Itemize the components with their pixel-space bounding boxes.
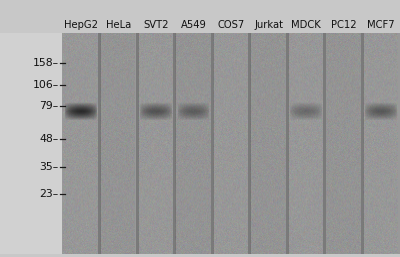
Text: Jurkat: Jurkat bbox=[254, 20, 283, 30]
Text: HeLa: HeLa bbox=[106, 20, 131, 30]
Text: 106–: 106– bbox=[32, 80, 59, 90]
Text: MDCK: MDCK bbox=[291, 20, 321, 30]
Text: SVT2: SVT2 bbox=[143, 20, 169, 30]
Text: 79–: 79– bbox=[40, 101, 59, 111]
Text: 23–: 23– bbox=[40, 189, 59, 199]
Text: 35–: 35– bbox=[40, 162, 59, 172]
Text: COS7: COS7 bbox=[217, 20, 245, 30]
Text: 48–: 48– bbox=[40, 134, 59, 144]
Text: MCF7: MCF7 bbox=[368, 20, 395, 30]
Text: 158–: 158– bbox=[33, 58, 59, 68]
Text: HepG2: HepG2 bbox=[64, 20, 98, 30]
Text: A549: A549 bbox=[180, 20, 206, 30]
Text: PC12: PC12 bbox=[331, 20, 356, 30]
